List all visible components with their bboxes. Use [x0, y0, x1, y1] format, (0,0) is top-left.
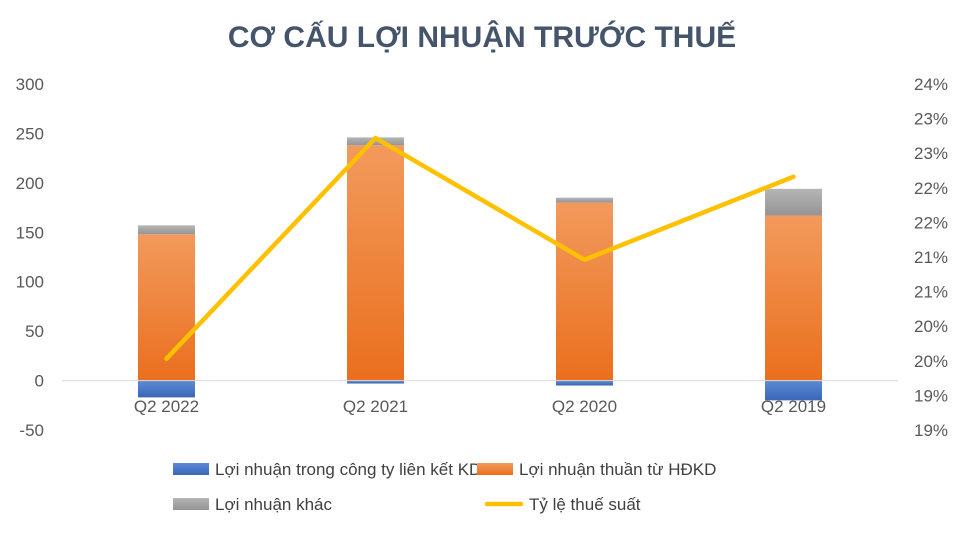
- legend-swatch-3: [173, 498, 209, 510]
- y-left-tick-label: 200: [16, 174, 44, 193]
- legend-label-2: Lợi nhuận thuần từ HĐKD: [519, 460, 716, 479]
- y-right-tick-label: 22%: [914, 179, 948, 198]
- bar-3-3: [556, 197, 613, 203]
- tax-rate-line: [164, 135, 796, 361]
- bar-3-4: [765, 188, 822, 216]
- bar-1-1: [138, 380, 195, 398]
- plot-area: [138, 135, 822, 401]
- bar-1-2: [347, 380, 404, 384]
- bar-1-3: [556, 380, 613, 386]
- chart-title: CƠ CẤU LỢI NHUẬN TRƯỚC THUẾ: [228, 20, 736, 54]
- x-tick-label: Q2 2022: [134, 397, 199, 416]
- legend-swatch-1: [173, 463, 209, 475]
- y-left-tick-label: 300: [16, 75, 44, 94]
- y-right-tick-label: 23%: [914, 110, 948, 129]
- legend: Lợi nhuận trong công ty liên kết KD Lợi n…: [173, 460, 716, 514]
- legend-label-4: Tỷ lệ thuế suất: [529, 495, 641, 514]
- y-left-tick-label: 0: [35, 372, 44, 391]
- y-right-tick-label: 24%: [914, 75, 948, 94]
- x-tick-label: Q2 2019: [761, 397, 826, 416]
- bar-3-2: [347, 137, 404, 146]
- axes: Q2 2022 Q2 2021 Q2 2020 Q2 2019 300 250 200 150…: [16, 75, 948, 440]
- legend-label-1: Lợi nhuận trong công ty liên kết KD: [215, 460, 481, 479]
- bar-2-2: [347, 145, 404, 381]
- y-right-tick-label: 19%: [914, 421, 948, 440]
- y-right-tick-label: 19%: [914, 386, 948, 405]
- bar-1-4: [765, 380, 822, 401]
- y-left-tick-label: 100: [16, 273, 44, 292]
- y-left-tick-label: -50: [19, 421, 44, 440]
- y-left-tick-label: 50: [25, 322, 44, 341]
- y-left-tick-label: 150: [16, 223, 44, 242]
- y-right-tick-label: 21%: [914, 283, 948, 302]
- legend-label-3: Lợi nhuận khác: [215, 495, 333, 514]
- y-left-tick-label: 250: [16, 124, 44, 143]
- y-right-tick-label: 20%: [914, 317, 948, 336]
- bar-2-4: [765, 215, 822, 381]
- bar-2-3: [556, 202, 613, 381]
- y-right-tick-label: 22%: [914, 213, 948, 232]
- y-right-tick-label: 20%: [914, 352, 948, 371]
- x-tick-label: Q2 2021: [343, 397, 408, 416]
- legend-swatch-2: [477, 463, 513, 475]
- y-right-tick-label: 21%: [914, 248, 948, 267]
- x-tick-label: Q2 2020: [552, 397, 617, 416]
- y-right-tick-label: 23%: [914, 144, 948, 163]
- bar-3-1: [138, 225, 195, 235]
